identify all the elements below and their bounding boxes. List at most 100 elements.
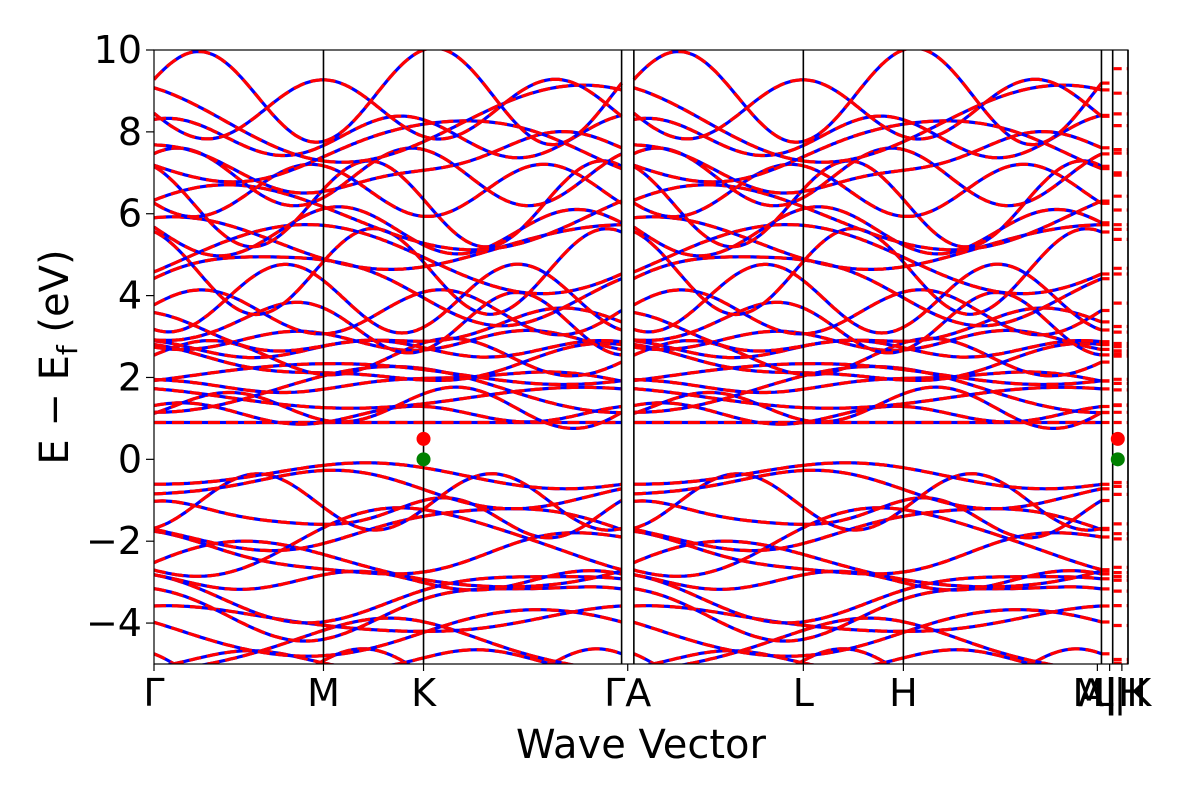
- y-tick-label: −2: [86, 519, 142, 563]
- band-line: [548, 647, 623, 664]
- y-tick-label: 8: [118, 110, 142, 154]
- band-line: [902, 336, 1103, 378]
- band-line: [803, 392, 905, 424]
- band-line: [803, 341, 904, 377]
- band-line: [902, 77, 1103, 141]
- band-line: [422, 227, 623, 316]
- y-axis-ticks: −4 −2 0 2 4 6 8 10: [86, 28, 154, 645]
- band-line: [633, 468, 804, 496]
- band-lines: [154, 50, 1128, 664]
- band-line: [633, 329, 804, 352]
- band-line: [633, 288, 804, 336]
- band-line: [903, 223, 1102, 269]
- band-line: [154, 573, 324, 591]
- band-line: [902, 227, 1103, 316]
- band-line: [633, 527, 804, 553]
- band-line: [803, 461, 904, 470]
- band-line: [422, 262, 623, 332]
- y-tick-label: 10: [94, 28, 142, 72]
- band-line: [803, 468, 904, 491]
- band-line: [633, 499, 804, 526]
- x-tick-label: A|: [1078, 671, 1117, 716]
- band-line: [903, 508, 1102, 572]
- band-line: [902, 255, 1103, 296]
- band-line: [423, 604, 622, 633]
- band-line: [633, 374, 804, 414]
- band-line: [423, 531, 622, 574]
- band-line: [902, 575, 1102, 592]
- band-line: [902, 262, 1103, 332]
- band-line: [154, 339, 324, 377]
- band-line: [803, 223, 905, 259]
- band-line: [323, 223, 425, 259]
- band-line: [422, 608, 623, 634]
- band-line: [154, 50, 324, 144]
- band-line: [154, 587, 324, 643]
- band-line: [323, 392, 425, 424]
- band-line: [643, 649, 804, 664]
- band-line: [323, 616, 424, 632]
- band-line: [154, 262, 325, 334]
- band-line: [423, 508, 623, 572]
- band-edge-marker: [1110, 452, 1125, 467]
- band-line: [422, 255, 623, 296]
- band-line: [154, 463, 324, 486]
- band-line: [633, 362, 804, 383]
- band-line: [422, 255, 623, 296]
- band-line: [802, 50, 905, 143]
- band-line: [633, 255, 804, 280]
- y-axis-label-unit: (eV): [32, 249, 78, 345]
- y-axis-label-main: E − E: [32, 355, 78, 465]
- band-line: [902, 585, 1102, 601]
- band-line: [323, 630, 425, 658]
- band-line: [803, 371, 904, 382]
- band-line: [803, 623, 904, 633]
- band-line: [154, 230, 325, 317]
- band-line: [423, 404, 622, 424]
- band-line: [903, 569, 1102, 592]
- band-line: [802, 306, 904, 355]
- band-line: [154, 165, 325, 249]
- band-line: [423, 368, 622, 387]
- band-line: [154, 390, 324, 422]
- band-line: [802, 226, 905, 264]
- band-line: [154, 468, 324, 496]
- band-line: [154, 300, 325, 342]
- band-line: [422, 385, 623, 430]
- band-line: [154, 652, 325, 664]
- band-line: [323, 623, 424, 633]
- y-tick-label: 4: [118, 274, 142, 318]
- y-axis-label: E − Ef (eV): [32, 249, 84, 464]
- x-tick-label: Γ: [143, 671, 164, 715]
- band-line: [322, 226, 425, 264]
- band-line: [154, 374, 324, 414]
- y-axis-label-sub: f: [51, 344, 84, 355]
- band-line: [802, 616, 904, 632]
- band-line: [633, 587, 804, 643]
- band-line: [633, 165, 805, 249]
- band-line: [802, 114, 904, 147]
- band-line: [154, 288, 324, 336]
- band-line: [803, 78, 904, 138]
- band-line: [323, 498, 424, 526]
- band-line: [323, 567, 424, 576]
- band-line: [154, 155, 325, 184]
- band-line: [154, 143, 324, 195]
- band-line: [154, 215, 324, 261]
- band-line: [323, 290, 424, 336]
- band-edge-marker: [416, 452, 431, 467]
- band-line: [633, 652, 805, 664]
- x-tick-label: M: [307, 671, 340, 715]
- band-line: [323, 140, 425, 164]
- band-line: [423, 223, 622, 269]
- band-line: [322, 306, 425, 355]
- band-line: [633, 587, 804, 643]
- band-line: [803, 362, 904, 372]
- band-line: [154, 499, 324, 526]
- band-line: [154, 255, 324, 280]
- band-line: [323, 362, 424, 372]
- band-line: [423, 336, 623, 378]
- band-line: [902, 277, 1103, 328]
- band-line: [323, 341, 424, 377]
- band-edge-markers: [416, 431, 1125, 467]
